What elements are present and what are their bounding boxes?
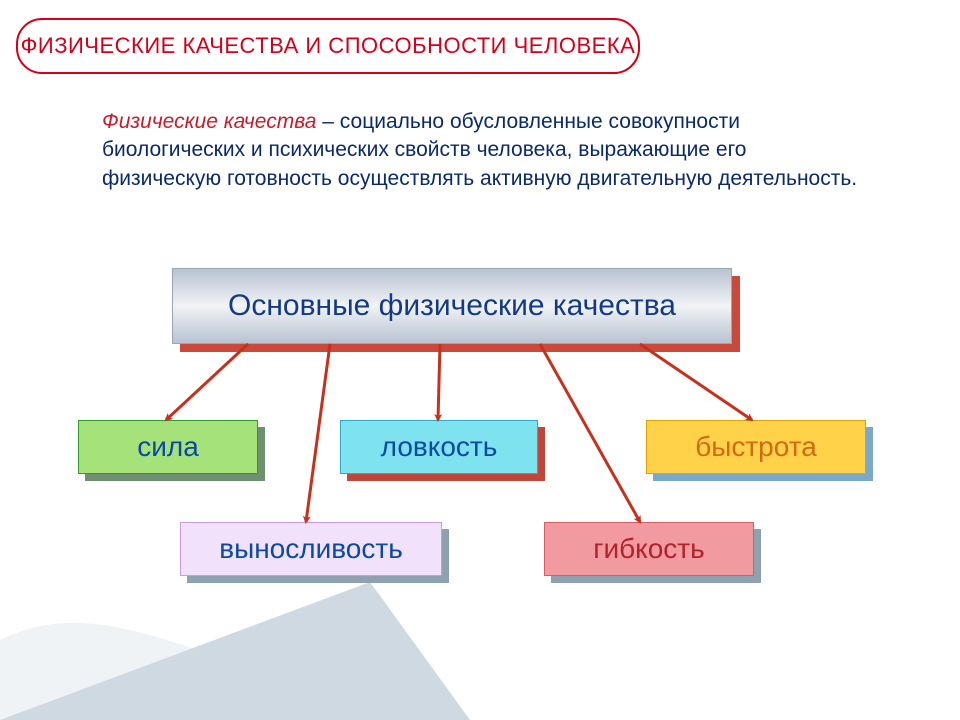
definition-paragraph: Физические качества – социально обусловл… — [102, 108, 862, 193]
leaf-node-strength: сила — [78, 420, 258, 474]
definition-sep: – — [316, 110, 339, 133]
leaf-node-flexibility: гибкость — [544, 522, 754, 576]
leaf-node-agility: ловкость — [340, 420, 538, 474]
main-node-label: Основные физические качества — [228, 289, 676, 323]
main-node: Основные физические качества — [172, 268, 732, 344]
leaf-label-flexibility: гибкость — [593, 533, 704, 565]
leaf-label-strength: сила — [137, 431, 199, 463]
leaf-label-agility: ловкость — [381, 431, 498, 463]
definition-term: Физические качества — [102, 110, 316, 133]
leaf-label-speed: быстрота — [695, 431, 817, 463]
leaf-node-speed: быстрота — [646, 420, 866, 474]
leaf-node-endurance: выносливость — [180, 522, 442, 576]
title-box: ФИЗИЧЕСКИЕ КАЧЕСТВА И СПОСОБНОСТИ ЧЕЛОВЕ… — [16, 18, 640, 74]
page-title: ФИЗИЧЕСКИЕ КАЧЕСТВА И СПОСОБНОСТИ ЧЕЛОВЕ… — [21, 33, 636, 59]
leaf-label-endurance: выносливость — [219, 533, 403, 565]
